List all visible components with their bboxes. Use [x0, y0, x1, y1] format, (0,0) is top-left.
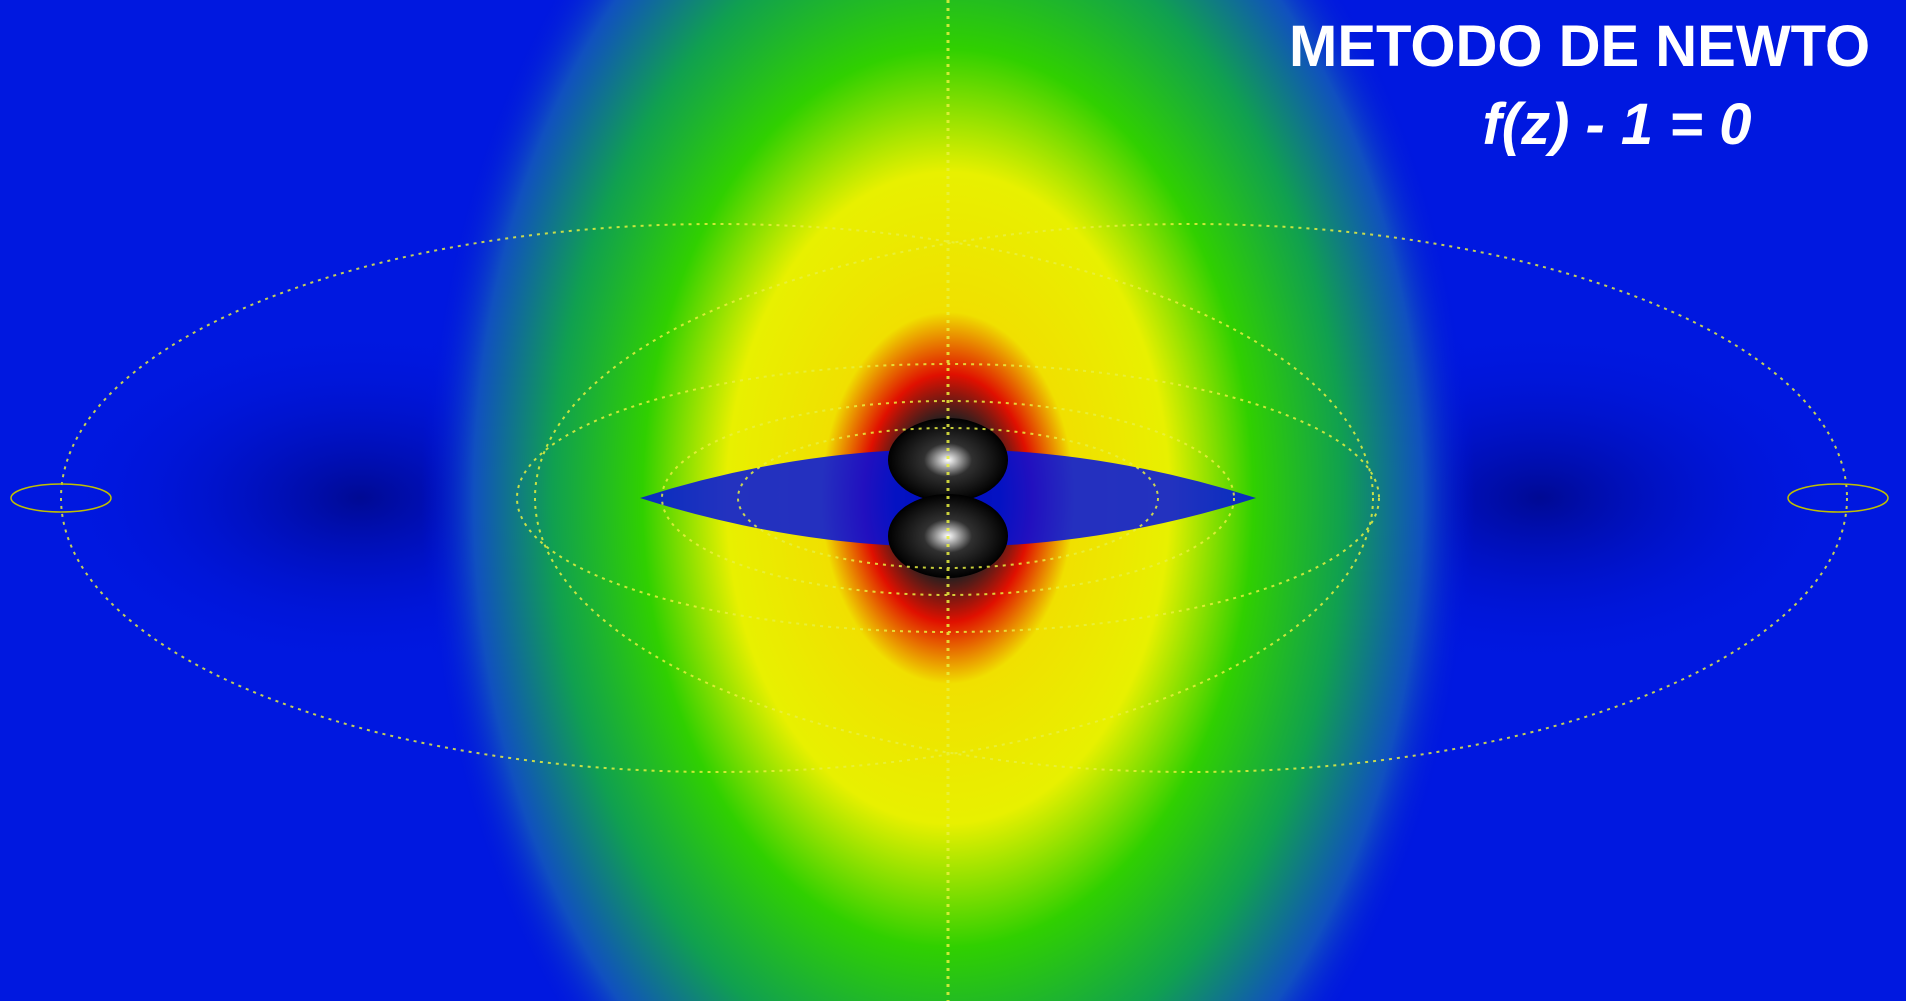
subtitle: f(z) - 1 = 0 — [1482, 92, 1751, 157]
fractal-image: METODO DE NEWTO f(z) - 1 = 0 — [0, 0, 1906, 1001]
title: METODO DE NEWTO — [1289, 14, 1870, 79]
page: METODO DE NEWTO f(z) - 1 = 0 (() => { co… — [0, 0, 1906, 1001]
